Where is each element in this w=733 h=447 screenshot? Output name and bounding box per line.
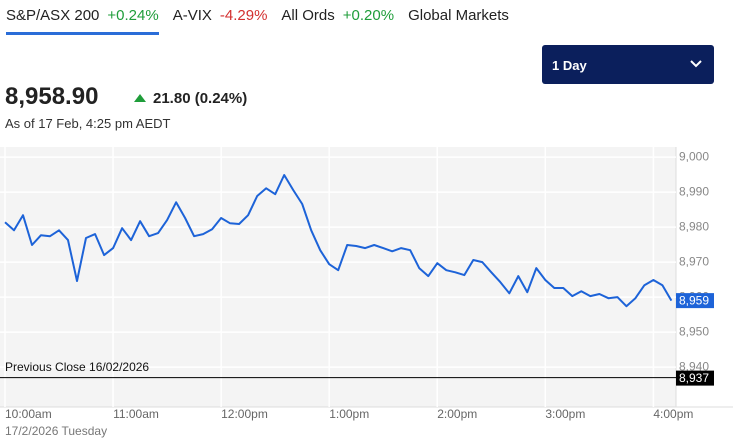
y-tick-label: 8,940 xyxy=(679,359,709,373)
change-text: 21.80 (0.24%) xyxy=(153,90,248,107)
y-tick-label: 8,950 xyxy=(679,324,709,338)
x-tick-label: 3:00pm xyxy=(545,407,585,421)
tab-name: S&P/ASX 200 xyxy=(6,7,100,24)
tab-change: +0.24% xyxy=(107,7,159,24)
price-line xyxy=(4,174,673,308)
tab[interactable]: All Ords +0.20% xyxy=(281,7,394,35)
period-label: 1 Day xyxy=(552,58,587,73)
up-arrow xyxy=(134,94,146,102)
tab-name: Global Markets xyxy=(408,7,509,24)
x-tick-label: 10:00am xyxy=(5,407,52,421)
tab[interactable]: S&P/ASX 200 +0.24% xyxy=(6,7,159,35)
x-tick-label: 4:00pm xyxy=(653,407,693,421)
y-tick-label: 8,970 xyxy=(679,254,709,268)
x-sublabel: 17/2/2026 Tuesday xyxy=(5,424,107,438)
as-of: As of 17 Feb, 4:25 pm AEDT xyxy=(5,116,171,131)
tab-change: +0.20% xyxy=(342,7,395,24)
tab-change: -4.29% xyxy=(219,7,268,24)
previous-close-marker xyxy=(676,370,714,386)
x-tick-label: 2:00pm xyxy=(437,407,477,421)
tab-name: A-VIX xyxy=(172,7,212,24)
y-tick-label: 8,980 xyxy=(679,219,709,233)
x-tick-label: 11:00am xyxy=(113,407,159,421)
tab[interactable]: A-VIX -4.29% xyxy=(173,7,268,35)
tabs: S&P/ASX 200 +0.24% A-VIX -4.29% All Ords +0… xyxy=(6,7,523,35)
x-tick-label: 12:00pm xyxy=(221,407,268,421)
price: 8,958.90 xyxy=(5,83,99,110)
y-tick-label: 9,000 xyxy=(679,149,709,163)
chevron xyxy=(690,60,702,68)
previous-close-value: 8,937 xyxy=(679,371,709,385)
current-marker xyxy=(676,293,714,309)
tab[interactable]: Global Markets xyxy=(408,7,509,35)
y-tick-label: 8,990 xyxy=(679,184,709,198)
previous-close-label: Previous Close 16/02/2026 xyxy=(5,360,149,374)
price-change: 21.80 (0.24%) xyxy=(133,90,247,107)
x-tick-label: 1:00pm xyxy=(329,407,369,421)
current-value: 8,959 xyxy=(679,293,709,307)
tab-name: All Ords xyxy=(281,7,335,24)
period-select[interactable]: 1 Day xyxy=(542,45,714,84)
